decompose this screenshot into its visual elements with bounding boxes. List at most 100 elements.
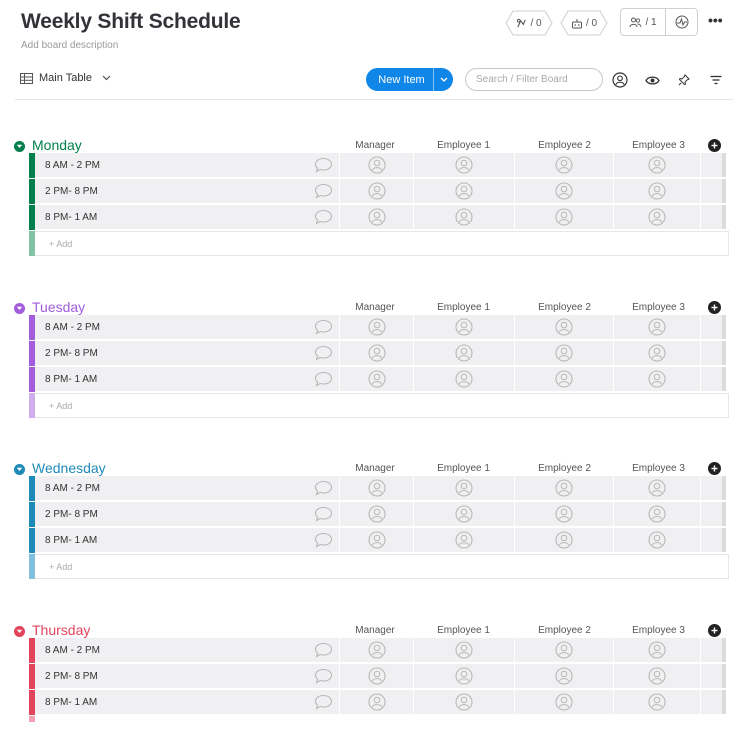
item-name-cell[interactable]: 8 PM- 1 AM: [35, 528, 339, 553]
chat-bubble-icon[interactable]: [314, 345, 333, 364]
person-cell[interactable]: [514, 502, 613, 527]
person-cell[interactable]: [413, 367, 514, 392]
person-cell[interactable]: [613, 476, 700, 501]
column-header[interactable]: Employee 2: [538, 140, 591, 151]
add-item-input[interactable]: + Add: [35, 231, 729, 256]
column-header[interactable]: Manager: [355, 625, 395, 636]
item-name-cell[interactable]: 8 PM- 1 AM: [35, 367, 339, 392]
chat-bubble-icon[interactable]: [314, 642, 333, 661]
person-cell[interactable]: [613, 502, 700, 527]
table-row[interactable]: 2 PM- 8 PM: [29, 179, 729, 205]
integrations-button[interactable]: / 0: [560, 10, 608, 36]
chat-bubble-icon[interactable]: [314, 532, 333, 551]
group-collapse-icon[interactable]: [14, 626, 25, 637]
chat-bubble-icon[interactable]: [314, 183, 333, 202]
group-title[interactable]: Monday: [32, 137, 82, 153]
person-cell[interactable]: [339, 664, 413, 689]
column-header[interactable]: Employee 1: [437, 140, 490, 151]
column-header[interactable]: Employee 3: [632, 140, 685, 151]
column-header[interactable]: Employee 2: [538, 625, 591, 636]
item-name-cell[interactable]: 2 PM- 8 PM: [35, 664, 339, 689]
chat-bubble-icon[interactable]: [314, 694, 333, 713]
hide-columns-button[interactable]: [643, 71, 661, 89]
chat-bubble-icon[interactable]: [314, 480, 333, 499]
table-row[interactable]: 2 PM- 8 PM: [29, 341, 729, 367]
add-item-row[interactable]: + Add: [29, 231, 729, 257]
person-cell[interactable]: [413, 315, 514, 340]
item-name-cell[interactable]: 8 AM - 2 PM: [35, 638, 339, 663]
person-cell[interactable]: [613, 315, 700, 340]
item-name-cell[interactable]: 2 PM- 8 PM: [35, 341, 339, 366]
new-item-button[interactable]: New Item: [366, 68, 453, 91]
column-header[interactable]: Manager: [355, 140, 395, 151]
person-cell[interactable]: [613, 205, 700, 230]
person-cell[interactable]: [339, 341, 413, 366]
chat-bubble-icon[interactable]: [314, 506, 333, 525]
person-cell[interactable]: [413, 638, 514, 663]
column-header[interactable]: Employee 3: [632, 463, 685, 474]
person-cell[interactable]: [413, 502, 514, 527]
item-name-cell[interactable]: 8 PM- 1 AM: [35, 690, 339, 715]
person-cell[interactable]: [613, 179, 700, 204]
column-header[interactable]: Employee 1: [437, 625, 490, 636]
group-title[interactable]: Tuesday: [32, 299, 86, 315]
person-cell[interactable]: [514, 690, 613, 715]
column-header[interactable]: Employee 2: [538, 302, 591, 313]
person-cell[interactable]: [514, 367, 613, 392]
group-title[interactable]: Thursday: [32, 622, 91, 638]
person-cell[interactable]: [339, 690, 413, 715]
item-name-cell[interactable]: 8 PM- 1 AM: [35, 205, 339, 230]
person-cell[interactable]: [514, 205, 613, 230]
add-item-input[interactable]: + Add: [35, 554, 729, 579]
add-column-button[interactable]: [708, 301, 721, 314]
person-cell[interactable]: [339, 179, 413, 204]
add-column-button[interactable]: [708, 462, 721, 475]
person-cell[interactable]: [413, 476, 514, 501]
person-cell[interactable]: [413, 528, 514, 553]
chat-bubble-icon[interactable]: [314, 371, 333, 390]
table-row[interactable]: 8 PM- 1 AM: [29, 690, 729, 716]
person-cell[interactable]: [514, 664, 613, 689]
group-title[interactable]: Wednesday: [32, 460, 106, 476]
group-collapse-icon[interactable]: [14, 303, 25, 314]
person-cell[interactable]: [339, 153, 413, 178]
item-name-cell[interactable]: 8 AM - 2 PM: [35, 476, 339, 501]
person-cell[interactable]: [413, 690, 514, 715]
column-header[interactable]: Employee 2: [538, 463, 591, 474]
more-options-button[interactable]: •••: [708, 12, 723, 28]
table-row[interactable]: 2 PM- 8 PM: [29, 664, 729, 690]
add-column-button[interactable]: [708, 624, 721, 637]
pin-button[interactable]: [675, 71, 693, 89]
person-cell[interactable]: [339, 528, 413, 553]
person-cell[interactable]: [514, 153, 613, 178]
table-row[interactable]: 2 PM- 8 PM: [29, 502, 729, 528]
person-cell[interactable]: [514, 315, 613, 340]
person-cell[interactable]: [613, 664, 700, 689]
board-activity-button[interactable]: [666, 9, 697, 35]
person-cell[interactable]: [613, 367, 700, 392]
table-row[interactable]: 8 PM- 1 AM: [29, 205, 729, 231]
item-name-cell[interactable]: 8 AM - 2 PM: [35, 153, 339, 178]
person-cell[interactable]: [413, 341, 514, 366]
person-cell[interactable]: [413, 153, 514, 178]
chat-bubble-icon[interactable]: [314, 157, 333, 176]
person-cell[interactable]: [613, 638, 700, 663]
person-cell[interactable]: [339, 367, 413, 392]
person-cell[interactable]: [339, 315, 413, 340]
chat-bubble-icon[interactable]: [314, 668, 333, 687]
add-column-button[interactable]: [708, 139, 721, 152]
activity-button[interactable]: / 0: [505, 10, 553, 36]
person-cell[interactable]: [339, 205, 413, 230]
add-item-row[interactable]: + Add: [29, 393, 729, 419]
board-description[interactable]: Add board description: [21, 40, 119, 51]
chat-bubble-icon[interactable]: [314, 319, 333, 338]
column-header[interactable]: Employee 3: [632, 302, 685, 313]
table-row[interactable]: 8 PM- 1 AM: [29, 528, 729, 554]
person-cell[interactable]: [613, 153, 700, 178]
item-name-cell[interactable]: 2 PM- 8 PM: [35, 179, 339, 204]
person-cell[interactable]: [339, 638, 413, 663]
members-button[interactable]: / 1: [621, 9, 666, 35]
group-collapse-icon[interactable]: [14, 464, 25, 475]
column-header[interactable]: Manager: [355, 463, 395, 474]
table-row[interactable]: 8 AM - 2 PM: [29, 153, 729, 179]
